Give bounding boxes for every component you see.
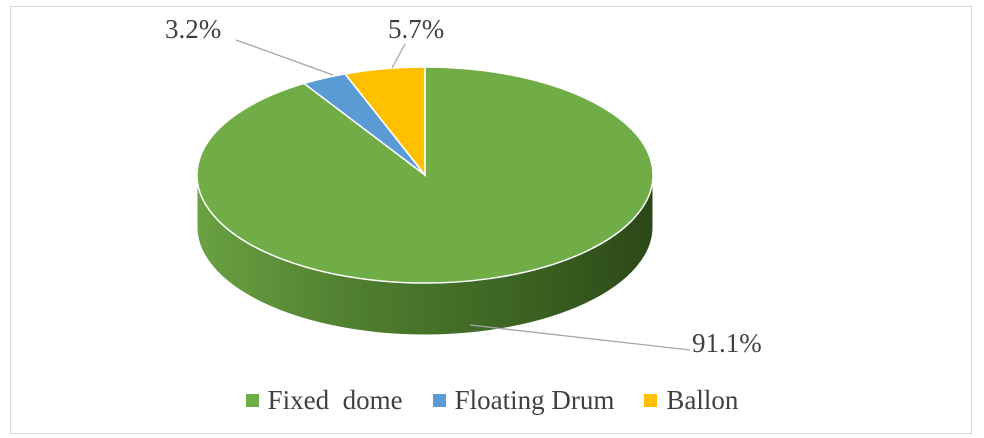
legend-swatch	[644, 394, 658, 407]
legend-swatch	[245, 394, 259, 407]
data-label-fixed-dome: 91.1%	[692, 328, 762, 358]
legend-item-floating-drum: Floating Drum	[432, 385, 615, 416]
legend-label: Floating Drum	[454, 385, 615, 415]
legend-item-ballon: Ballon	[644, 385, 738, 416]
legend-item-fixed-dome: Fixed dome	[245, 385, 403, 416]
leader-line-fixed-dome	[469, 324, 691, 351]
legend-label: Ballon	[666, 385, 739, 415]
legend-swatch	[432, 394, 446, 407]
legend-label: Fixed dome	[267, 385, 403, 415]
data-label-floating-drum: 3.2%	[165, 14, 221, 44]
chart-legend: Fixed dome Floating Drum Ballon	[0, 385, 984, 416]
data-label-ballon: 5.7%	[388, 14, 444, 44]
pie-slice-ballon	[343, 66, 426, 178]
leader-line-ballon	[391, 43, 406, 69]
leader-line-floating-drum	[235, 39, 334, 76]
